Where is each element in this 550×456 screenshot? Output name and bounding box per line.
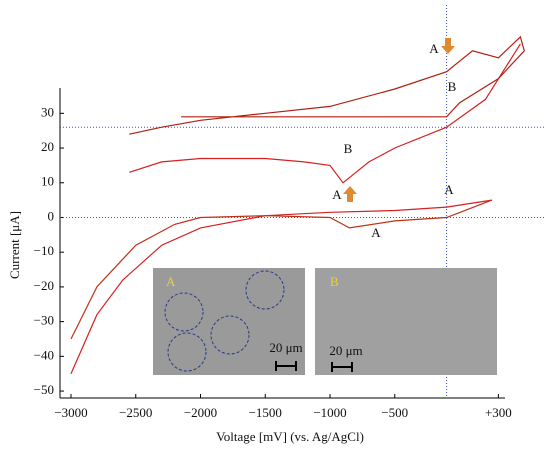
inset-label: A (166, 274, 176, 289)
inset-image (315, 268, 497, 375)
inset-image (153, 268, 305, 375)
arrow (441, 38, 455, 54)
x-tick-label: −500 (381, 405, 408, 420)
inset-label: B (330, 274, 339, 289)
y-tick-label: 0 (48, 208, 55, 223)
y-tick-label: 20 (41, 139, 54, 154)
pore (167, 332, 207, 372)
curve (70, 199, 493, 340)
y-tick-label: −30 (34, 313, 54, 328)
x-tick-label: −1000 (313, 405, 346, 420)
pore (210, 315, 250, 355)
annotation: B (448, 79, 457, 94)
arrow (343, 186, 357, 202)
scale-label: 20 μm (329, 343, 362, 358)
y-tick-label: 10 (41, 174, 54, 189)
y-tick-label: −50 (34, 382, 54, 397)
pore (245, 270, 285, 310)
scale-bar (331, 362, 353, 372)
y-tick-label: −40 (34, 347, 54, 362)
x-tick-label: −2000 (184, 405, 217, 420)
curve (129, 43, 521, 184)
y-axis-label: Current [μA] (7, 211, 22, 279)
x-tick-label: −2500 (119, 405, 152, 420)
x-tick-label: −3000 (54, 405, 87, 420)
y-tick-label: −10 (34, 243, 54, 258)
insets: A B 20 μm 20 μm (153, 268, 497, 375)
y-tick-label: 30 (41, 104, 54, 119)
scale-label: 20 μm (269, 340, 302, 355)
curve (129, 35, 525, 135)
curve (70, 199, 492, 374)
annotation: A (371, 225, 381, 240)
y-tick-label: −20 (34, 278, 54, 293)
x-axis-label: Voltage [mV] (vs. Ag/AgCl) (216, 429, 364, 444)
annotation: B (344, 141, 353, 156)
x-tick-label: −1500 (249, 405, 282, 420)
annotation: A (429, 41, 439, 56)
pore (164, 292, 204, 332)
annotation: A (444, 182, 454, 197)
scale-bar (275, 361, 297, 371)
annotation: A (332, 187, 342, 202)
x-tick-label: +300 (485, 405, 512, 420)
